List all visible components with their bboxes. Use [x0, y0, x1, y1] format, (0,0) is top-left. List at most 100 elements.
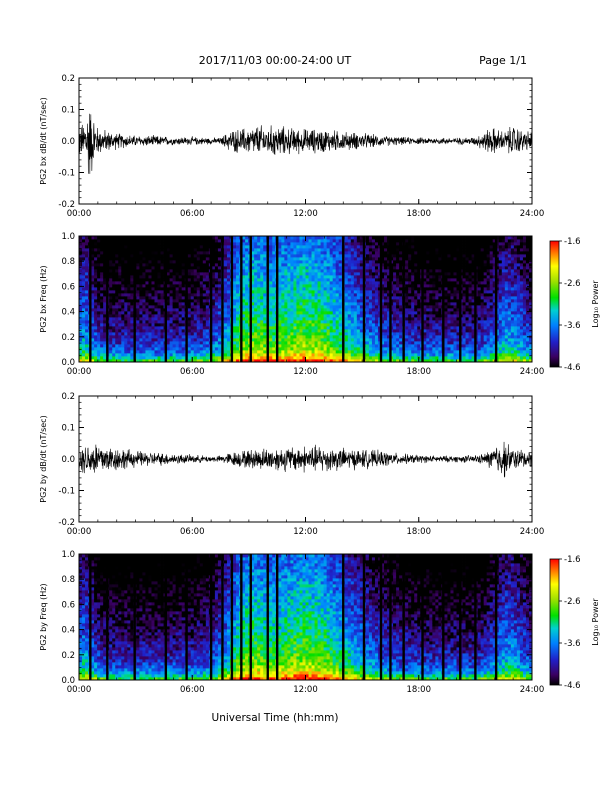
spectrogram-cell — [196, 245, 201, 249]
spectrogram-cell — [260, 290, 264, 294]
spectrogram-cell — [242, 254, 246, 258]
spectrogram-cell — [332, 323, 337, 327]
spectrogram-cell — [160, 347, 164, 351]
spectrogram-cell — [145, 290, 149, 294]
spectrogram-cell — [257, 347, 261, 351]
spectrogram-cell — [356, 296, 361, 300]
spectrogram-cell — [217, 296, 222, 300]
spectrogram-cell — [353, 284, 358, 288]
spectrogram-cell — [353, 296, 358, 300]
spectrogram-cell — [374, 269, 379, 273]
spectrogram-cell — [384, 317, 388, 321]
spectrogram-cell — [217, 359, 222, 363]
spectrogram-cell — [85, 350, 89, 354]
spectrogram-cell — [405, 302, 409, 306]
spectrogram-cell — [142, 323, 146, 327]
spectrogram-cell — [254, 275, 258, 279]
spectrogram-cell — [193, 314, 198, 318]
spectrogram-cell — [381, 332, 385, 336]
spectrogram-cell — [311, 305, 315, 309]
spectrogram-cell — [260, 344, 264, 348]
spectrogram-cell — [408, 290, 412, 294]
spectrogram-cell — [405, 359, 409, 363]
spectrogram-cell — [387, 356, 391, 360]
spectrogram-cell — [226, 257, 231, 261]
spectrogram-cell — [175, 254, 180, 258]
spectrogram-cell — [226, 353, 231, 357]
spectrogram-cell — [257, 338, 261, 342]
spectrogram-cell — [121, 341, 125, 345]
spectrogram-cell — [166, 245, 170, 249]
spectrogram-cell — [145, 299, 149, 303]
spectrogram-cell — [187, 287, 192, 291]
spectrogram-cell — [82, 326, 86, 330]
spectrogram-cell — [263, 263, 267, 267]
spectrogram-cell — [121, 266, 125, 270]
spectrogram-cell — [130, 320, 134, 324]
spectrogram-cell — [414, 350, 418, 354]
spectrogram-cell — [223, 278, 228, 282]
spectrogram-cell — [350, 293, 355, 297]
spectrogram-cell — [97, 323, 101, 327]
spectrogram-cell — [393, 263, 397, 267]
spectrogram-cell — [350, 350, 355, 354]
spectrogram-cell — [278, 311, 282, 315]
spectrogram-cell — [263, 338, 267, 342]
spectrogram-cell — [356, 269, 361, 273]
spectrogram-cell — [145, 254, 149, 258]
spectrogram-cell — [323, 287, 328, 291]
spectrogram-cell — [374, 275, 379, 279]
spectrogram-cell — [411, 308, 415, 312]
spectrogram-cell — [281, 269, 285, 273]
spectrogram-cell — [393, 347, 397, 351]
spectrogram-cell — [314, 281, 318, 285]
spectrogram-cell — [293, 305, 297, 309]
spectrogram-cell — [127, 260, 131, 264]
spectrogram-cell — [112, 299, 116, 303]
spectrogram-cell — [359, 308, 364, 312]
spectrogram-cell — [257, 359, 261, 363]
spectrogram-cell — [109, 275, 113, 279]
spectrogram-cell — [91, 314, 95, 318]
spectrogram-cell — [320, 335, 325, 339]
spectrogram-cell — [296, 272, 300, 276]
spectrogram-cell — [85, 326, 89, 330]
spectrogram-cell — [100, 272, 104, 276]
spectrogram-cell — [236, 242, 240, 246]
spectrogram-cell — [335, 305, 340, 309]
spectrogram-cell — [287, 296, 291, 300]
spectrogram-cell — [151, 344, 155, 348]
spectrogram-cell — [257, 335, 261, 339]
spectrogram-cell — [323, 290, 328, 294]
spectrogram-cell — [338, 356, 343, 360]
spectrogram-cell — [408, 347, 412, 351]
spectrogram-cell — [94, 263, 98, 267]
spectrogram-cell — [127, 329, 131, 333]
spectrogram-cell — [257, 350, 261, 354]
spectrogram-cell — [217, 323, 222, 327]
spectrogram-cell — [290, 338, 294, 342]
spectrogram-cell — [190, 347, 195, 351]
spectrogram-cell — [278, 269, 282, 273]
spectrogram-cell — [151, 308, 155, 312]
spectrogram-cell — [314, 314, 318, 318]
spectrogram-cell — [100, 281, 104, 285]
spectrogram-cell — [414, 239, 418, 243]
spectrogram-cell — [338, 338, 343, 342]
spectrogram-cell — [417, 248, 421, 252]
spectrogram-cell — [242, 290, 246, 294]
spectrogram-cell — [335, 263, 340, 267]
spectrogram-cell — [263, 254, 267, 258]
spectrogram-cell — [154, 248, 158, 252]
spectrogram-cell — [97, 251, 101, 255]
spectrogram-cell — [396, 323, 400, 327]
spectrogram-cell — [393, 323, 397, 327]
spectrogram-cell — [368, 329, 373, 333]
spectrogram-cell — [94, 308, 98, 312]
spectrogram-cell — [236, 335, 240, 339]
spectrogram-cell — [411, 338, 415, 342]
spectrogram-cell — [296, 257, 300, 261]
spectrogram-cell — [281, 356, 285, 360]
spectrogram-cell — [157, 296, 161, 300]
spectrogram-cell — [278, 296, 282, 300]
